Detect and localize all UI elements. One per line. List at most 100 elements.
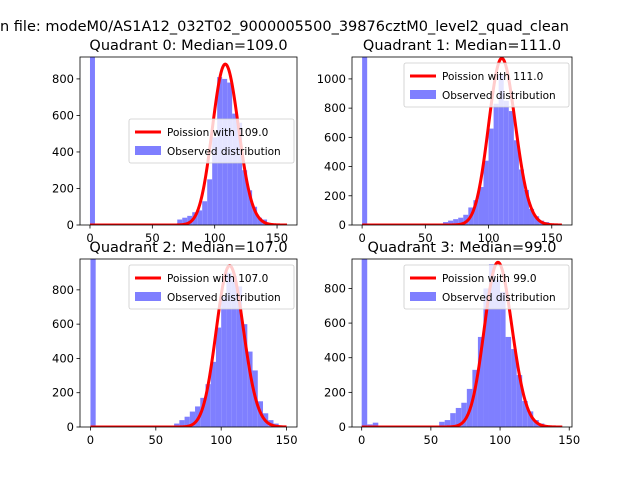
figure-title: n file: modeM0/AS1A12_032T02_9000005500_… <box>0 19 569 35</box>
histogram-bar <box>534 216 540 225</box>
y-tick-label: 800 <box>324 101 346 115</box>
histogram-bar <box>527 411 534 427</box>
histogram-bar <box>200 397 206 427</box>
x-tick-label: 100 <box>478 231 500 245</box>
x-tick-label: 100 <box>204 231 226 245</box>
histogram-bar <box>516 375 523 427</box>
histogram-bar <box>523 189 530 225</box>
legend: Poission with 109.0 Observed distribution <box>128 118 295 164</box>
x-tick-label: 50 <box>418 231 433 245</box>
legend-label: Observed distribution <box>442 90 556 102</box>
x-tick-label: 100 <box>489 433 511 447</box>
poisson-curve <box>89 62 288 225</box>
histogram-bar <box>494 279 501 427</box>
axes-frame <box>351 56 573 226</box>
panel-title: Quadrant 2: Median=107.0 <box>89 240 287 256</box>
histogram-bar <box>205 384 211 427</box>
histogram-bar <box>189 411 196 427</box>
histogram-bar <box>493 103 499 225</box>
histogram-bar <box>182 217 188 225</box>
histogram-bar <box>483 288 489 427</box>
x-tick-label: 0 <box>87 433 94 447</box>
histogram-bar <box>202 201 208 225</box>
histogram-bar <box>362 57 368 225</box>
histogram-bar <box>477 336 484 427</box>
histogram-bar <box>221 296 227 427</box>
histogram-bar <box>458 217 464 225</box>
histogram-bar <box>505 336 512 427</box>
histogram-bar <box>242 170 248 225</box>
y-tick-label: 0 <box>339 218 346 232</box>
histogram-bar <box>247 351 253 427</box>
histogram-bar <box>197 210 203 225</box>
legend-label: Observed distribution <box>167 292 281 304</box>
y-tick-label: 200 <box>52 181 74 195</box>
histogram-bar <box>372 422 379 427</box>
legend-bar-swatch <box>135 292 161 301</box>
histogram-bar <box>184 416 190 427</box>
y-tick-label: 400 <box>52 351 74 365</box>
histogram-bar <box>473 200 479 225</box>
histogram-bar <box>215 327 222 427</box>
legend-label: Observed distribution <box>442 292 556 304</box>
histogram-bar <box>174 423 180 427</box>
histogram-bar <box>232 113 238 225</box>
y-tick-label: 400 <box>324 351 346 365</box>
histogram-bar <box>247 190 253 225</box>
histogram-bar <box>89 57 95 225</box>
histogram-bar <box>226 272 232 427</box>
histogram-bar <box>237 122 243 225</box>
histogram-bar <box>513 140 519 225</box>
y-tick-label: 0 <box>339 420 346 434</box>
x-tick-label: 50 <box>145 231 160 245</box>
histogram-bar <box>210 361 216 427</box>
y-tick-label: 400 <box>324 160 346 174</box>
histogram-bar <box>212 137 218 225</box>
histogram-bar <box>444 420 451 427</box>
histogram-bar <box>488 264 495 427</box>
y-tick-label: 600 <box>324 316 346 330</box>
histogram-bar <box>522 401 528 427</box>
histogram-bar <box>500 291 506 427</box>
legend-box <box>403 62 570 108</box>
y-tick-label: 600 <box>52 317 74 331</box>
histogram-bar <box>529 208 535 225</box>
axes-frame <box>79 258 298 428</box>
legend-bar-swatch <box>410 90 436 99</box>
histogram-bar <box>461 402 467 427</box>
x-tick-label: 150 <box>276 433 298 447</box>
histogram-bar <box>498 74 504 225</box>
histogram-bar <box>252 206 258 225</box>
panel-2: 0 50 100 150 0 200 400 600 800 Poission with 107.… <box>52 240 297 447</box>
y-tick-label: 400 <box>52 145 74 159</box>
histogram-bar <box>508 111 514 225</box>
y-tick-label: 800 <box>52 283 74 297</box>
legend-label: Observed distribution <box>167 146 281 158</box>
y-tick-label: 1000 <box>317 72 346 86</box>
legend: Poission with 111.0 Observed distribution <box>403 62 570 108</box>
legend-bar-swatch <box>410 292 436 301</box>
panel-3: 0 50 100 150 0 200 400 600 800 Poission with 99.0… <box>324 240 580 447</box>
panel-title: Quadrant 3: Median=99.0 <box>368 240 557 256</box>
panel-0: 0 50 100 150 0 200 400 600 800 Poission with 109.… <box>52 38 298 245</box>
x-tick-label: 0 <box>86 231 93 245</box>
legend-box <box>128 264 295 310</box>
y-tick-label: 200 <box>52 386 74 400</box>
panel-title: Quadrant 0: Median=109.0 <box>89 38 287 54</box>
legend-bar-swatch <box>135 146 161 155</box>
y-tick-label: 800 <box>52 72 74 86</box>
legend-label: Poission with 111.0 <box>442 71 543 83</box>
histogram-bar <box>511 349 517 427</box>
histogram-bar <box>463 214 469 225</box>
histogram-bar <box>483 160 489 225</box>
legend: Poission with 107.0 Observed distribution <box>128 264 295 310</box>
histogram-bar <box>453 219 459 225</box>
legend: Poission with 99.0 Observed distribution <box>403 264 570 310</box>
axes-frame <box>79 56 298 226</box>
poisson-curve <box>360 260 564 427</box>
poisson-curve <box>361 57 563 225</box>
y-tick-label: 200 <box>324 189 346 203</box>
histogram-bar <box>488 128 494 225</box>
y-tick-label: 800 <box>324 281 346 295</box>
panel-title: Quadrant 1: Median=111.0 <box>363 38 561 54</box>
